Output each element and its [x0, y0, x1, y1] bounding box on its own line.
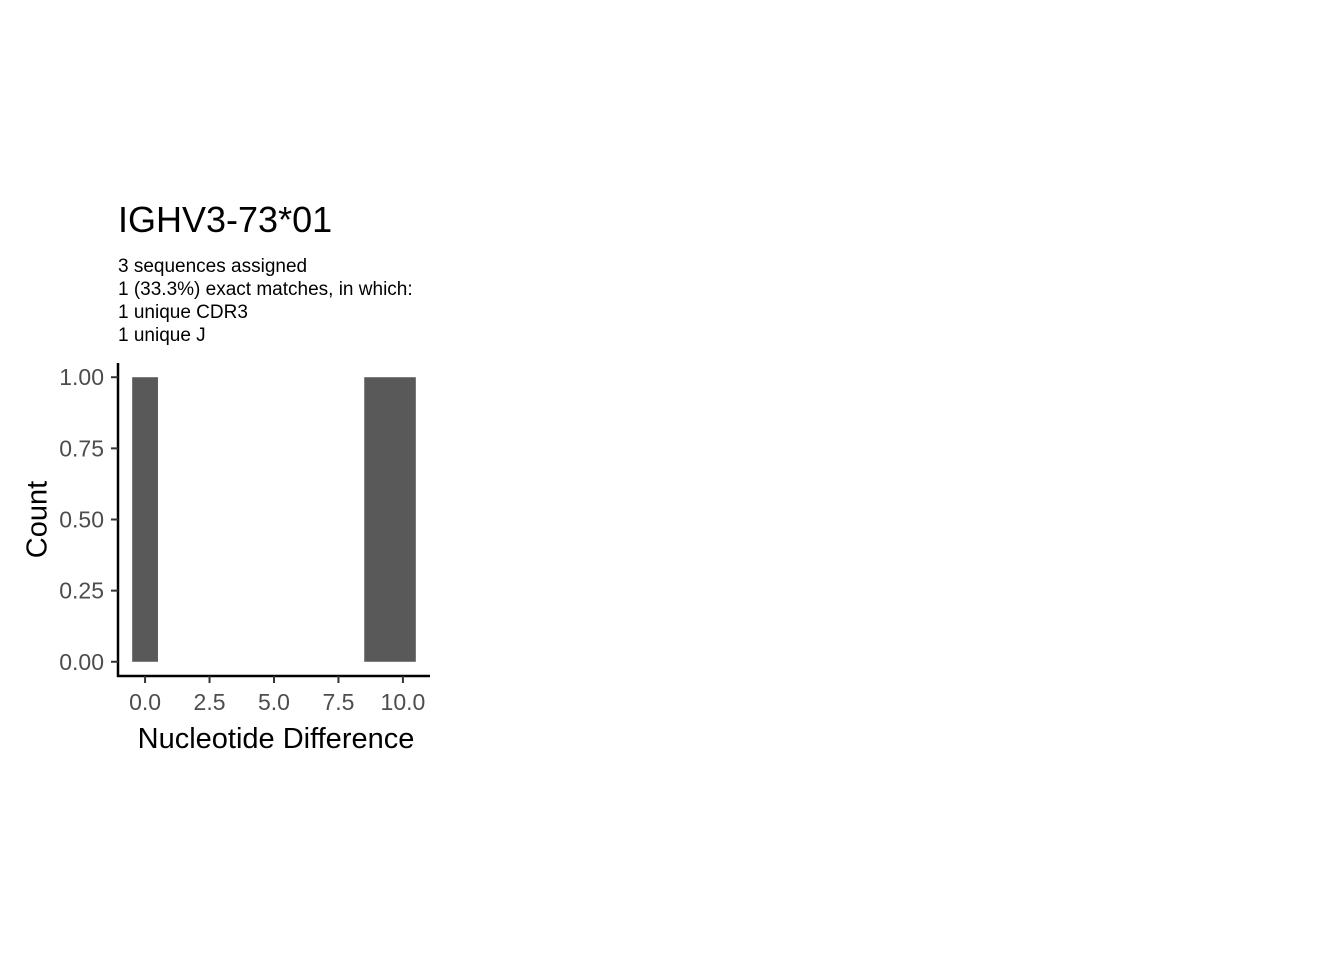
y-tick-label-1: 0.25	[59, 578, 104, 604]
x-tick-label-4: 10.0	[381, 689, 426, 715]
subtitle-line-unique-cdr3: 1 unique CDR3	[118, 302, 248, 323]
subtitle-line-exact-matches: 1 (33.3%) exact matches, in which:	[118, 279, 413, 300]
bars-layer	[132, 377, 416, 662]
chart-subtitle: 3 sequences assigned 1 (33.3%) exact mat…	[118, 255, 413, 347]
ticks-layer: 0.0 2.5 5.0 7.5 10.0 0.00 0.25 0.50 0.75 1.00	[59, 364, 425, 715]
x-tick-label-0: 0.0	[129, 689, 161, 715]
y-tick-label-4: 1.00	[59, 364, 104, 390]
y-tick-label-2: 0.50	[59, 507, 104, 533]
x-tick-label-3: 7.5	[322, 689, 354, 715]
histogram-bar-0	[132, 377, 158, 662]
subtitle-line-unique-j: 1 unique J	[118, 325, 206, 346]
y-tick-label-3: 0.75	[59, 435, 104, 461]
chart-title: IGHV3-73*01	[118, 199, 333, 240]
histogram-bar-1	[364, 377, 416, 662]
x-tick-label-2: 5.0	[258, 689, 290, 715]
y-tick-label-0: 0.00	[59, 649, 104, 675]
x-axis-title: Nucleotide Difference	[138, 723, 415, 755]
y-axis-title: Count	[22, 481, 54, 558]
x-tick-label-1: 2.5	[194, 689, 226, 715]
subtitle-line-sequences: 3 sequences assigned	[118, 256, 308, 277]
